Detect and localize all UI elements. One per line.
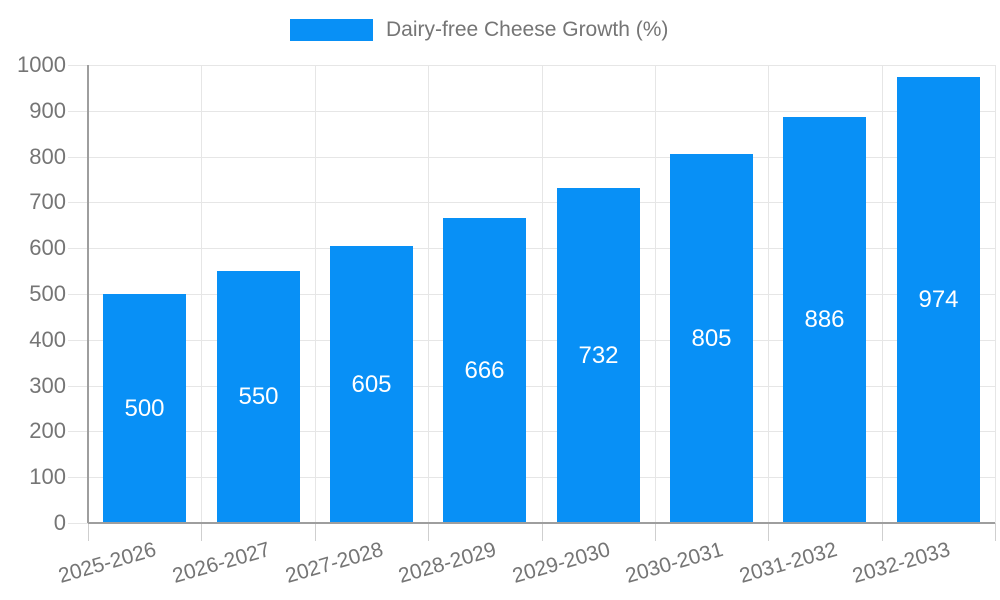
x-axis-tick [315,523,316,541]
bar-2027-2028: 605 [330,246,413,523]
x-axis-label: 2028-2029 [396,538,500,588]
x-axis-tick [655,523,656,541]
y-axis-tick [68,294,88,295]
x-axis-tick [768,523,769,541]
v-gridline [882,65,883,523]
y-axis-label: 1000 [17,52,66,77]
bar-value-label: 605 [351,370,392,398]
y-axis-label: 800 [29,144,66,169]
x-axis-label: 2031-2032 [736,538,840,588]
x-axis-tick [428,523,429,541]
bar-2032-2033: 974 [897,77,980,523]
y-axis-tick [68,65,88,66]
v-gridline [768,65,769,523]
v-gridline [201,65,202,523]
bar-2026-2027: 550 [217,271,300,523]
y-axis-tick [68,248,88,249]
x-axis-label: 2030-2031 [623,538,726,588]
x-axis-tick [88,523,89,541]
x-axis-label: 2025-2026 [56,538,160,588]
h-gridline [88,248,995,249]
chart-legend: Dairy-free Cheese Growth (%) [290,18,668,42]
y-axis-label: 300 [29,373,66,398]
bar-2029-2030: 732 [557,188,640,523]
h-gridline [88,65,995,66]
legend-label: Dairy-free Cheese Growth (%) [386,18,669,41]
y-axis-tick [68,202,88,203]
v-gridline [428,65,429,523]
x-axis-label: 2027-2028 [282,538,386,588]
h-gridline [88,477,995,478]
bar-value-label: 666 [464,356,505,384]
x-axis-tick [201,523,202,541]
v-gridline [315,65,316,523]
y-axis-tick [68,111,88,112]
h-gridline [88,431,995,432]
bar-2025-2026: 500 [103,294,186,523]
x-axis-line [88,522,995,524]
h-gridline [88,386,995,387]
bar-value-label: 974 [918,286,959,313]
h-gridline [88,157,995,158]
x-axis-label: 2032-2033 [849,538,953,588]
h-gridline [88,340,995,341]
v-gridline [655,65,656,523]
y-axis-label: 900 [29,98,66,123]
h-gridline [88,202,995,203]
x-axis-label: 2026-2027 [169,538,273,588]
h-gridline [88,111,995,112]
x-axis-tick [882,523,883,541]
bar-value-label: 550 [238,383,279,410]
y-axis-tick [68,386,88,387]
bar-value-label: 732 [578,341,619,369]
v-gridline [542,65,543,523]
y-axis-label: 200 [29,418,66,443]
x-axis-tick [542,523,543,541]
bar-value-label: 500 [124,394,165,422]
y-axis-tick [68,523,88,524]
x-axis-label: 2029-2030 [509,538,613,588]
bar-2030-2031: 805 [670,154,753,523]
y-axis-tick [68,431,88,432]
bar-value-label: 886 [804,306,845,333]
y-axis-label: 500 [29,281,66,306]
y-axis-tick [68,477,88,478]
v-gridline [995,65,996,523]
y-axis-label: 100 [29,464,66,489]
bar-value-label: 805 [691,324,732,352]
y-axis-label: 700 [29,189,66,214]
legend-swatch [290,19,373,41]
h-gridline [88,294,995,295]
y-axis-line [87,65,89,523]
bar-2031-2032: 886 [783,117,866,523]
y-axis-label: 600 [29,235,66,260]
y-axis-label: 400 [29,327,66,352]
bar-2028-2029: 666 [443,218,526,523]
x-axis-tick [995,523,996,541]
y-axis-tick [68,340,88,341]
y-axis-tick [68,157,88,158]
y-axis-label: 0 [53,510,66,535]
